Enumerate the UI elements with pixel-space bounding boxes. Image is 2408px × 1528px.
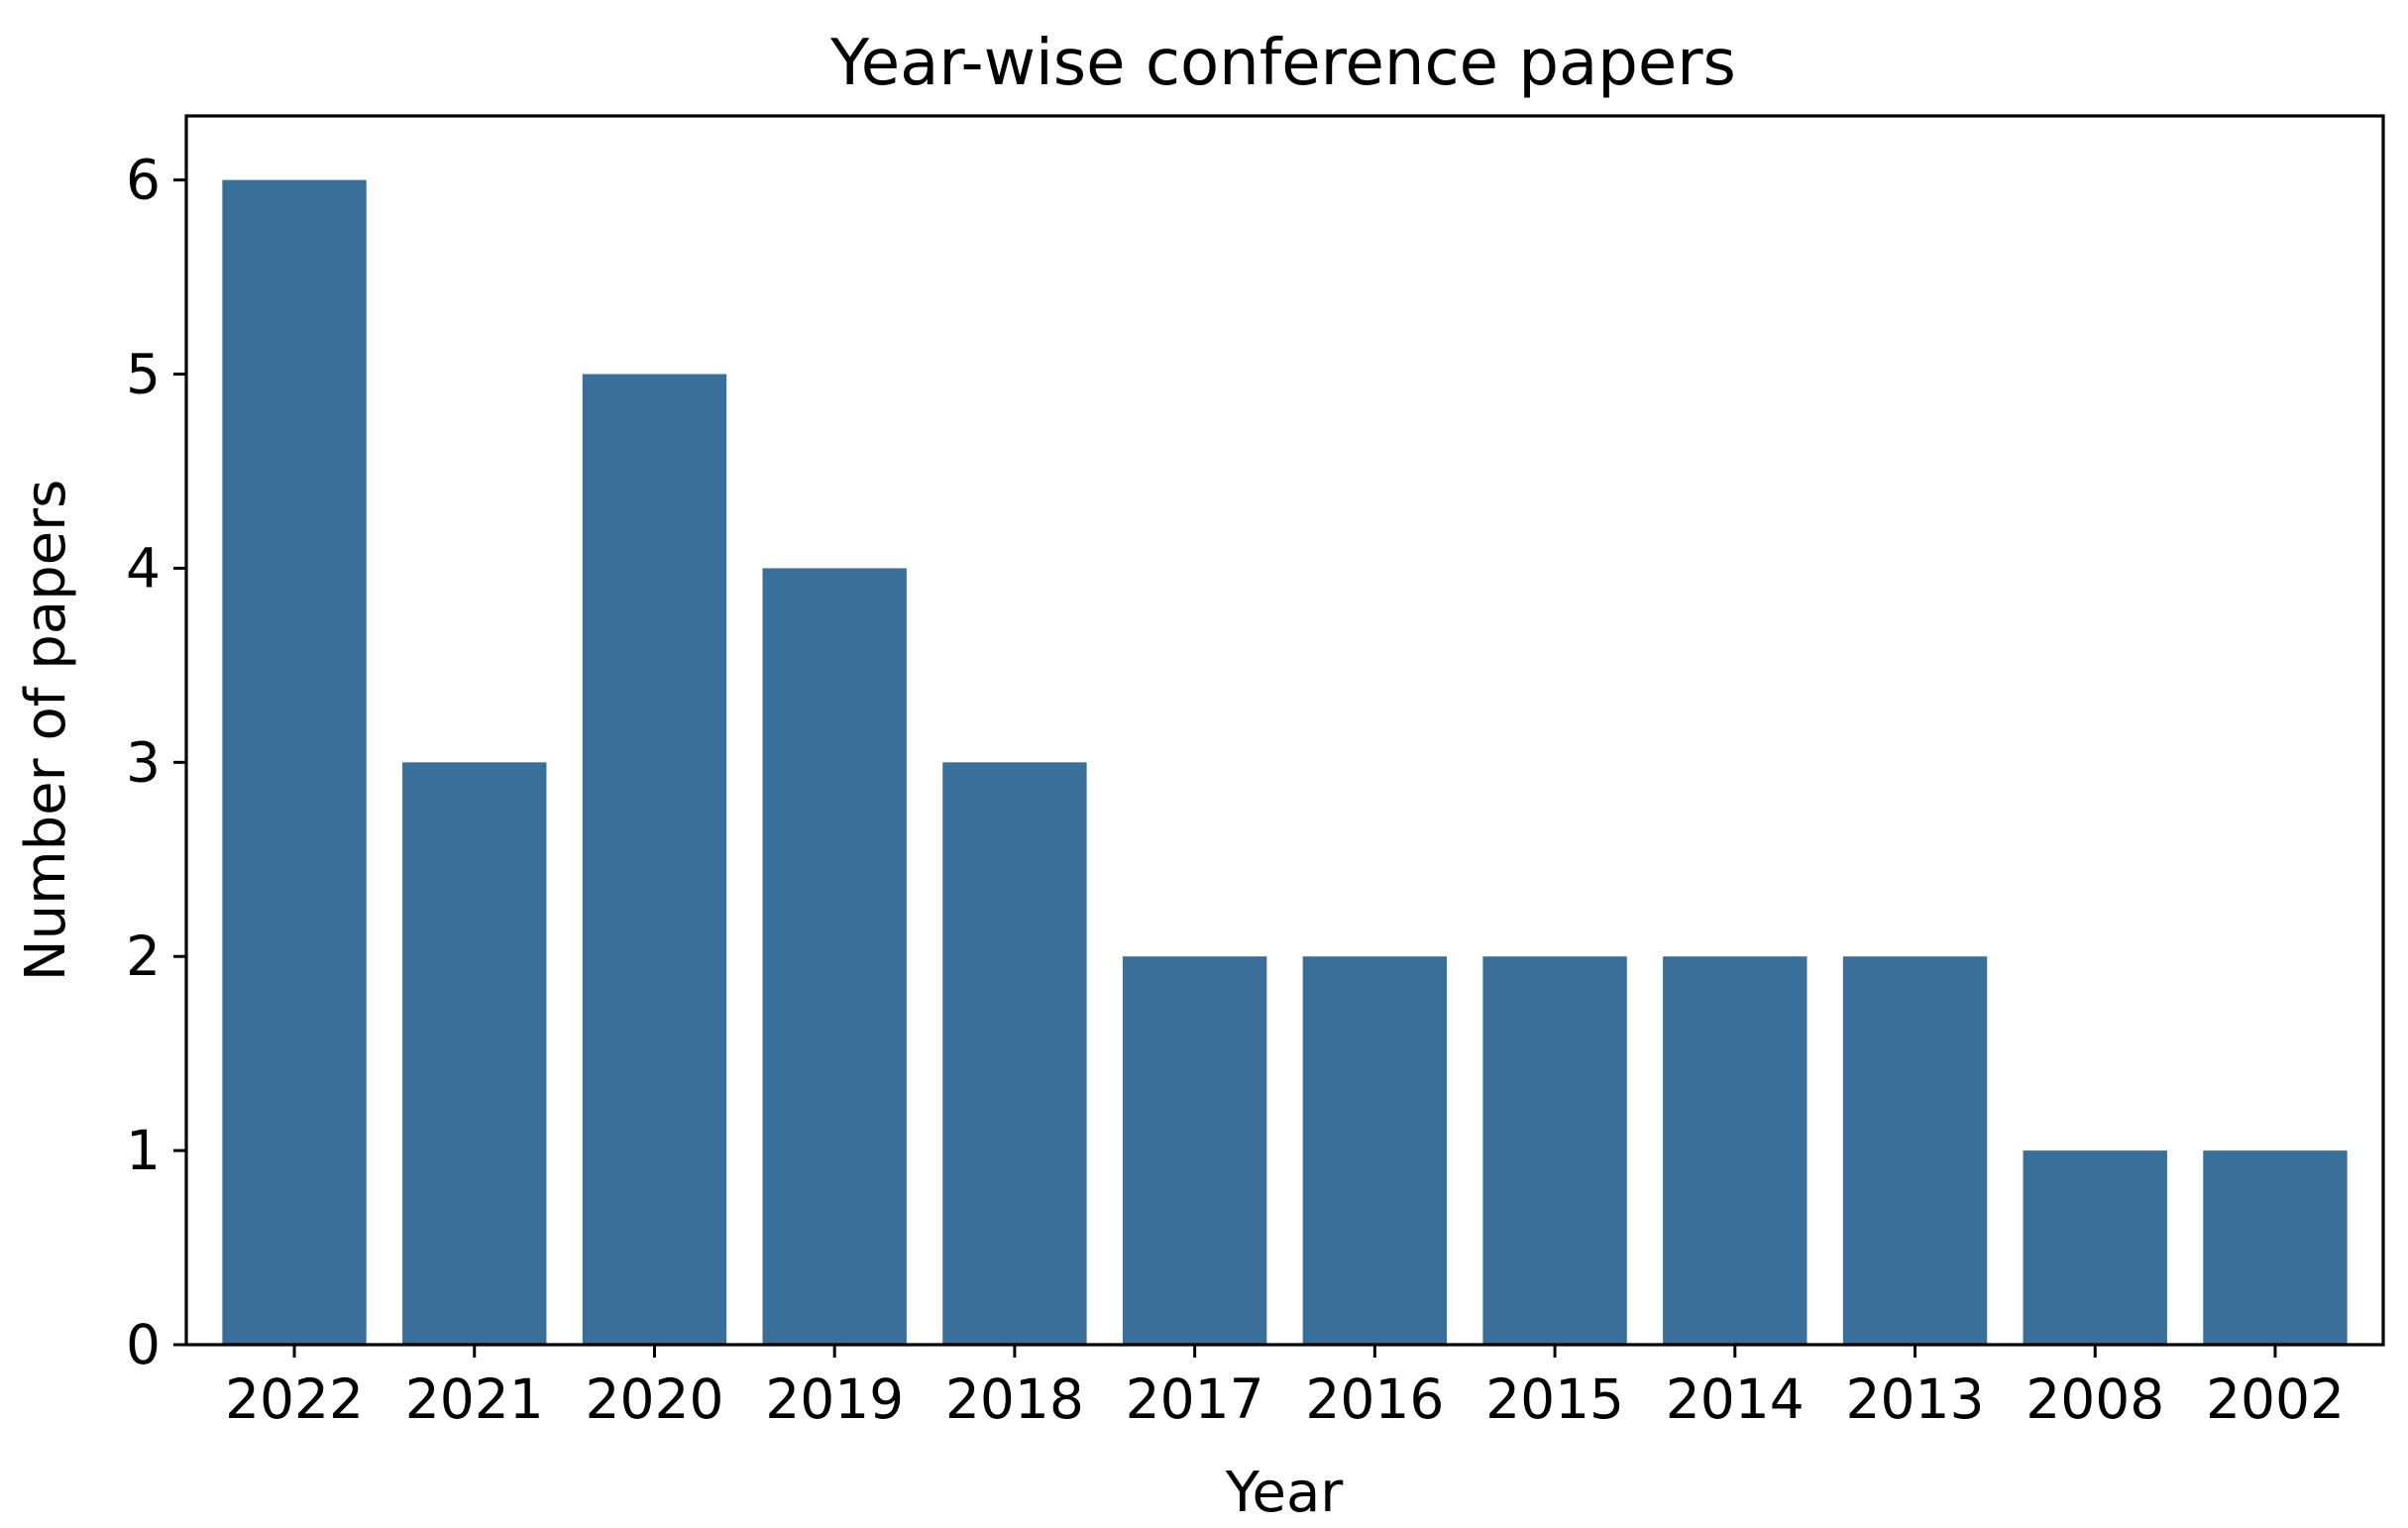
- x-tick-label: 2002: [2206, 1367, 2345, 1431]
- bar-2021: [402, 762, 547, 1345]
- y-tick-label: 3: [126, 730, 161, 794]
- bar-2014: [1663, 956, 1807, 1345]
- x-tick-label: 2015: [1485, 1367, 1624, 1431]
- x-tick-label: 2020: [585, 1367, 723, 1431]
- y-axis-label: Number of papers: [14, 480, 78, 982]
- x-axis-ticks: 2022 2021 2020 2019 2018 2017 2016 2015 2014 2013…: [225, 1345, 2345, 1431]
- y-axis-ticks: 0 1 2 3 4 5 6: [126, 149, 186, 1376]
- x-tick-label: 2021: [405, 1367, 544, 1431]
- y-tick-label: 1: [126, 1119, 161, 1182]
- x-tick-label: 2008: [2025, 1367, 2164, 1431]
- x-tick-label: 2018: [945, 1367, 1084, 1431]
- bar-2020: [582, 374, 727, 1345]
- y-tick-label: 4: [126, 536, 161, 600]
- bar-2008: [2023, 1150, 2167, 1345]
- plot-area-frame: [184, 114, 2385, 1347]
- x-tick-label: 2014: [1666, 1367, 1805, 1431]
- x-tick-label: 2017: [1126, 1367, 1264, 1431]
- bar-2015: [1482, 956, 1627, 1345]
- x-axis-label: Year: [1225, 1461, 1345, 1525]
- x-tick-label: 2022: [225, 1367, 364, 1431]
- y-tick-label: 6: [126, 149, 161, 212]
- x-tick-label: 2013: [1846, 1367, 1985, 1431]
- chart-title: Year-wise conference papers: [829, 27, 1736, 100]
- bar-2018: [942, 762, 1087, 1345]
- bar-2002: [2203, 1150, 2348, 1345]
- bar-2017: [1122, 956, 1267, 1345]
- bar-2019: [762, 568, 907, 1345]
- y-tick-label: 5: [126, 343, 161, 406]
- y-tick-label: 0: [126, 1313, 161, 1376]
- x-tick-label: 2019: [765, 1367, 904, 1431]
- bar-2022: [222, 179, 367, 1345]
- bars-layer: [222, 179, 2348, 1345]
- bar-2016: [1302, 956, 1448, 1345]
- x-tick-label: 2016: [1305, 1367, 1444, 1431]
- y-tick-label: 2: [126, 925, 161, 988]
- bar-2013: [1842, 956, 1988, 1345]
